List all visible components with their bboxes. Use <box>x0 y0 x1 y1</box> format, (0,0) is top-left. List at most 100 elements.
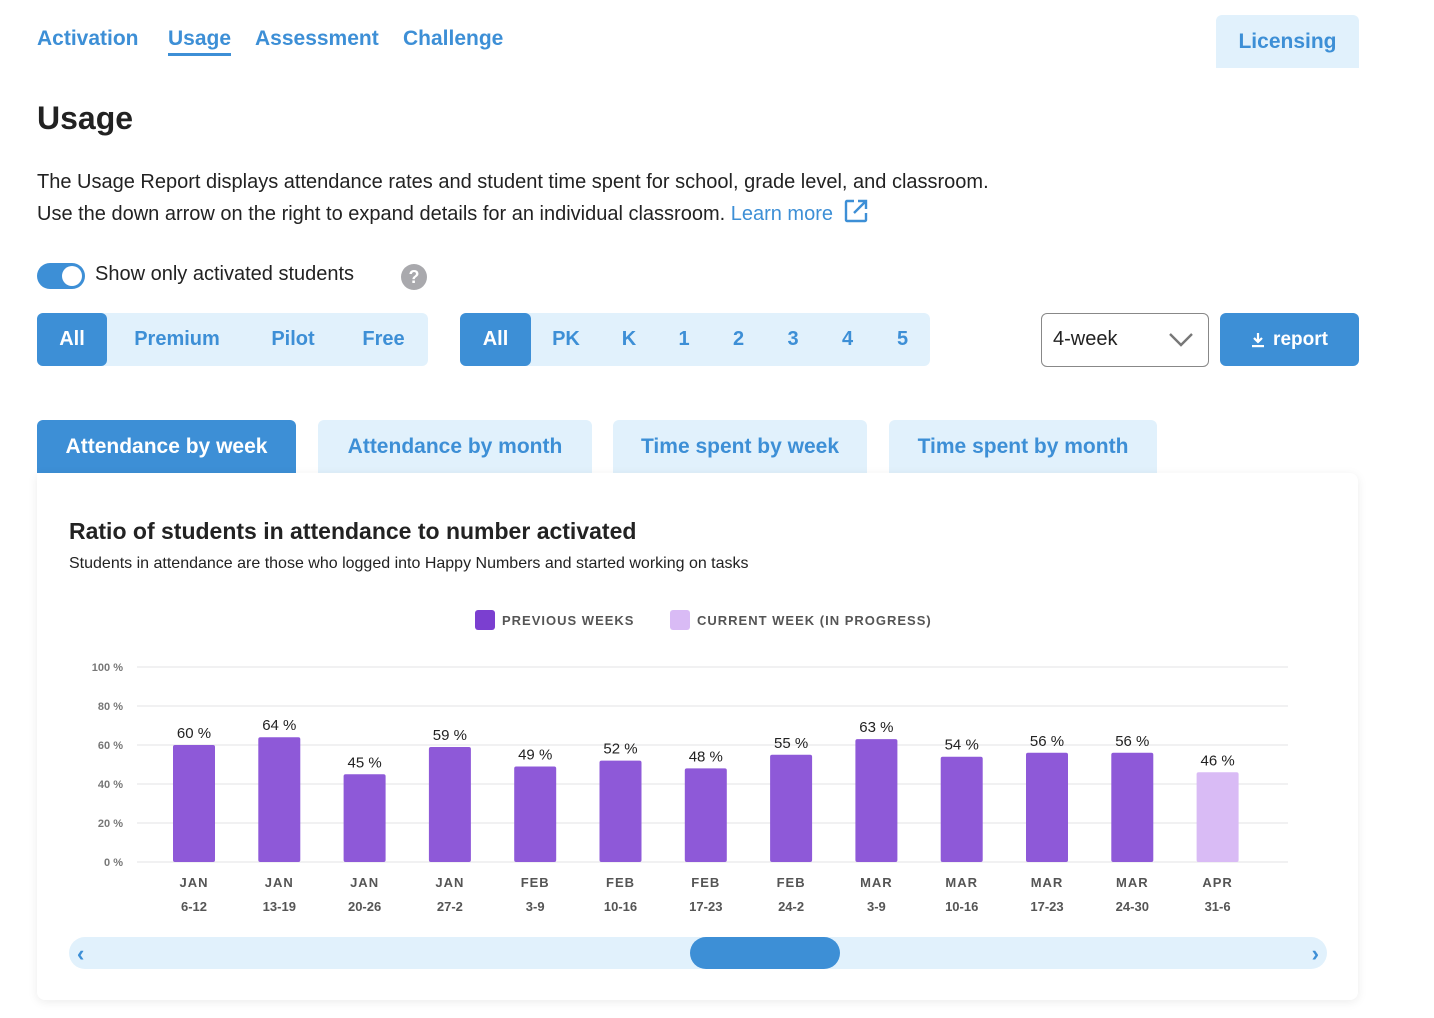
description-line-2: Use the down arrow on the right to expan… <box>37 198 989 234</box>
x-tick-range: 17-23 <box>1030 899 1063 914</box>
y-tick-label: 100 % <box>92 662 123 674</box>
grade-1-option[interactable]: 1 <box>678 328 690 350</box>
external-link-icon[interactable] <box>843 198 869 234</box>
bar-value-label: 46 % <box>1200 752 1234 769</box>
x-tick-month: FEB <box>777 875 806 890</box>
bar-value-label: 56 % <box>1030 733 1064 750</box>
scroll-right-icon[interactable]: › <box>1311 941 1319 966</box>
y-tick-label: 60 % <box>98 740 123 752</box>
help-icon[interactable]: ? <box>401 264 427 290</box>
period-select-value: 4-week <box>1053 328 1118 350</box>
bar <box>1026 752 1068 862</box>
nav-challenge[interactable]: Challenge <box>403 27 504 50</box>
chevron-down-icon <box>1169 333 1193 347</box>
chart-subtitle: Students in attendance are those who log… <box>69 555 749 572</box>
x-tick-month: FEB <box>521 875 550 890</box>
x-tick-month: FEB <box>691 875 720 890</box>
legend-label-previous: PREVIOUS WEEKS <box>502 612 635 628</box>
grade-all-option[interactable]: All <box>460 313 531 366</box>
bar-value-label: 59 % <box>433 727 467 744</box>
legend-swatch-previous <box>475 610 495 630</box>
licensing-button[interactable]: Licensing <box>1216 15 1359 68</box>
download-report-button[interactable]: report <box>1220 313 1359 366</box>
bar <box>173 745 215 862</box>
nav-usage[interactable]: Usage <box>168 27 232 56</box>
y-tick-label: 80 % <box>98 701 123 713</box>
description-line-2-text: Use the down arrow on the right to expan… <box>37 203 726 225</box>
scroll-thumb[interactable] <box>690 937 840 969</box>
license-type-filter: All Premium Pilot Free <box>37 313 428 366</box>
x-tick-range: 13-19 <box>263 899 296 914</box>
x-tick-month: JAN <box>435 875 464 890</box>
bar <box>684 768 727 862</box>
x-tick-range: 3-9 <box>526 899 545 914</box>
bar-value-label: 60 % <box>177 725 211 742</box>
legend-label-current: CURRENT WEEK (IN PROGRESS) <box>697 612 932 628</box>
x-tick-month: JAN <box>179 875 208 890</box>
x-tick-range: 10-16 <box>604 899 637 914</box>
download-icon <box>1252 332 1265 347</box>
bar-value-label: 45 % <box>347 754 381 771</box>
grade-k-option[interactable]: K <box>621 328 637 350</box>
bar <box>940 756 983 862</box>
x-tick-range: 3-9 <box>867 899 886 914</box>
grade-4-option[interactable]: 4 <box>841 328 854 350</box>
description-line-1: The Usage Report displays attendance rat… <box>37 171 989 193</box>
legend-current-week: CURRENT WEEK (IN PROGRESS) <box>670 610 932 630</box>
x-tick-month: JAN <box>265 875 294 890</box>
learn-more-link[interactable]: Learn more <box>730 203 833 225</box>
license-pilot-option[interactable]: Pilot <box>271 328 315 350</box>
activated-students-toggle[interactable] <box>37 263 85 289</box>
bar-value-label: 56 % <box>1115 733 1149 750</box>
bar <box>514 766 557 862</box>
x-tick-month: MAR <box>860 875 893 890</box>
tab-time-spent-by-month[interactable]: Time spent by month <box>889 420 1157 473</box>
bar-value-label: 52 % <box>603 741 637 758</box>
grade-pk-option[interactable]: PK <box>552 328 580 350</box>
x-tick-month: MAR <box>1116 875 1149 890</box>
grade-filter: All PK K 1 2 3 4 5 <box>460 313 930 366</box>
bar <box>258 737 301 862</box>
license-free-option[interactable]: Free <box>362 328 405 350</box>
x-tick-range: 17-23 <box>689 899 722 914</box>
bar-value-label: 49 % <box>518 746 552 763</box>
toggle-label: Show only activated students <box>95 263 355 285</box>
license-premium-option[interactable]: Premium <box>134 328 220 350</box>
x-tick-range: 24-30 <box>1116 899 1149 914</box>
report-button-label: report <box>1273 328 1328 350</box>
page-description: The Usage Report displays attendance rat… <box>37 166 989 234</box>
tab-time-spent-by-week[interactable]: Time spent by week <box>613 420 867 473</box>
bar <box>343 774 386 862</box>
y-tick-label: 20 % <box>98 818 123 830</box>
bar-value-label: 63 % <box>859 719 893 736</box>
attendance-bar-chart: 100 % 80 % 60 % 40 % 20 % 0 % 60 % JAN 6-12 64 % J… <box>92 662 1288 914</box>
license-all-option[interactable]: All <box>37 313 107 366</box>
x-tick-month: MAR <box>1031 875 1064 890</box>
x-tick-range: 20-26 <box>348 899 381 914</box>
bar <box>428 746 471 862</box>
chart-card: Ratio of students in attendance to numbe… <box>37 473 1358 1000</box>
x-tick-range: 27-2 <box>437 899 463 914</box>
bar-value-label: 55 % <box>774 735 808 752</box>
nav-assessment[interactable]: Assessment <box>255 27 379 50</box>
bar-value-label: 48 % <box>689 748 723 765</box>
x-tick-month: APR <box>1202 875 1232 890</box>
period-select[interactable]: 4-week <box>1041 313 1209 367</box>
bar-value-label: 54 % <box>945 737 979 754</box>
legend-previous-weeks: PREVIOUS WEEKS <box>475 610 634 630</box>
tab-attendance-by-week[interactable]: Attendance by week <box>37 420 296 473</box>
chart-title: Ratio of students in attendance to numbe… <box>69 518 637 544</box>
grade-3-option[interactable]: 3 <box>787 328 799 350</box>
scroll-left-icon[interactable]: ‹ <box>77 941 85 966</box>
x-tick-month: MAR <box>945 875 978 890</box>
tab-attendance-by-month[interactable]: Attendance by month <box>318 420 592 473</box>
legend-swatch-current <box>670 610 690 630</box>
nav-activation[interactable]: Activation <box>37 27 139 50</box>
grade-2-option[interactable]: 2 <box>732 328 745 350</box>
page-title: Usage <box>37 100 134 136</box>
chart-scrollbar[interactable]: ‹ › <box>69 937 1327 969</box>
bar <box>599 760 642 862</box>
x-tick-range: 31-6 <box>1205 899 1231 914</box>
bar-value-label: 64 % <box>262 717 296 734</box>
grade-5-option[interactable]: 5 <box>896 328 909 350</box>
